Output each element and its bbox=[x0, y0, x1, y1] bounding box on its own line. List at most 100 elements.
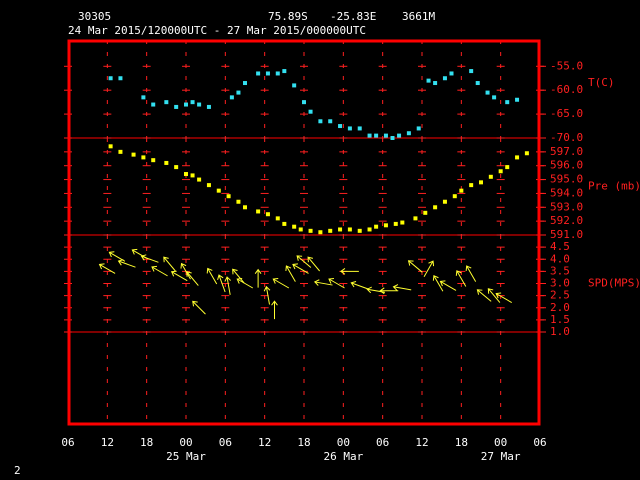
y-tick-label: 597.0 bbox=[550, 145, 583, 158]
wind-arrow bbox=[151, 265, 168, 277]
data-point bbox=[236, 90, 241, 95]
y-tick-label: 593.0 bbox=[550, 200, 583, 213]
y-tick-label: 595.0 bbox=[550, 173, 583, 186]
data-point bbox=[265, 212, 270, 217]
wind-arrow bbox=[117, 259, 136, 268]
data-point bbox=[374, 133, 379, 138]
y-tick-label: 2.0 bbox=[550, 301, 570, 314]
data-point bbox=[442, 76, 447, 81]
y-tick-label: 3.5 bbox=[550, 264, 570, 277]
data-point bbox=[397, 133, 402, 138]
data-point bbox=[426, 78, 431, 83]
data-point bbox=[393, 221, 398, 226]
y-tick-label: 4.0 bbox=[550, 252, 570, 265]
y-tick-label: 3.0 bbox=[550, 277, 570, 290]
data-point bbox=[206, 104, 211, 109]
x-tick-label: 18 bbox=[140, 436, 153, 449]
wind-arrow bbox=[350, 280, 369, 290]
data-point bbox=[282, 221, 287, 226]
data-point bbox=[433, 205, 438, 210]
frame bbox=[67, 39, 541, 426]
data-point bbox=[108, 144, 113, 149]
wind-arrow bbox=[186, 271, 199, 286]
data-point bbox=[226, 194, 231, 199]
data-point bbox=[328, 119, 333, 124]
wind-arrow bbox=[465, 265, 477, 282]
wind-arrow bbox=[285, 265, 296, 282]
wind-arrow bbox=[192, 300, 206, 315]
data-point bbox=[515, 97, 520, 102]
data-point bbox=[308, 228, 313, 233]
data-point bbox=[459, 188, 464, 193]
wind-arrow bbox=[307, 256, 321, 272]
x-tick-label: 00 bbox=[337, 436, 350, 449]
data-point bbox=[469, 69, 474, 74]
data-point bbox=[423, 210, 428, 215]
data-point bbox=[243, 81, 247, 86]
data-point bbox=[190, 100, 195, 105]
elevation: 3661M bbox=[402, 10, 435, 23]
plot-area: -55.0-60.0-65.0-70.0T(C)591.0592.0593.05… bbox=[61, 40, 640, 463]
wind-arrow bbox=[224, 276, 231, 295]
data-point bbox=[141, 95, 146, 100]
wind-arrow bbox=[432, 274, 444, 292]
wind-arrow bbox=[140, 254, 159, 263]
data-point bbox=[433, 81, 438, 86]
data-point bbox=[118, 76, 123, 81]
data-point bbox=[197, 102, 202, 107]
data-point bbox=[131, 152, 136, 157]
data-point bbox=[108, 76, 113, 81]
y-tick-label: 591.0 bbox=[550, 228, 583, 241]
wind-arrow bbox=[476, 289, 492, 302]
data-point bbox=[400, 220, 405, 225]
data-point bbox=[164, 160, 169, 165]
x-tick-label: 18 bbox=[455, 436, 468, 449]
wind-arrow bbox=[328, 277, 345, 289]
wind-arrow bbox=[487, 288, 501, 303]
data-point bbox=[413, 216, 418, 221]
data-point bbox=[390, 136, 395, 140]
wind-arrow bbox=[392, 284, 412, 291]
data-point bbox=[275, 71, 280, 76]
data-point bbox=[184, 102, 188, 107]
data-point bbox=[174, 165, 179, 170]
longitude: -25.83E bbox=[330, 10, 376, 23]
data-point bbox=[151, 158, 156, 163]
wind-arrow bbox=[206, 267, 218, 285]
data-point bbox=[374, 224, 379, 229]
data-point bbox=[347, 126, 352, 131]
data-point bbox=[469, 183, 474, 188]
data-point bbox=[367, 133, 372, 138]
data-point bbox=[479, 180, 483, 185]
period: 24 Mar 2015/120000UTC - 27 Mar 2015/0000… bbox=[68, 24, 366, 37]
wind-arrow bbox=[163, 256, 176, 272]
y-axis-label: Pre (mb) bbox=[588, 180, 640, 193]
wind-arrow bbox=[296, 255, 312, 268]
wind-arrow bbox=[254, 268, 262, 288]
wind-arrow bbox=[236, 277, 254, 289]
x-tick-label: 12 bbox=[258, 436, 271, 449]
y-tick-label: 594.0 bbox=[550, 186, 583, 199]
y-tick-label: -55.0 bbox=[550, 59, 583, 72]
x-tick-label: 12 bbox=[101, 436, 114, 449]
x-date-label: 27 Mar bbox=[481, 450, 521, 463]
wind-arrow bbox=[439, 280, 457, 291]
y-tick-label: 4.5 bbox=[550, 240, 570, 253]
data-point bbox=[302, 100, 306, 105]
data-point bbox=[498, 169, 503, 174]
wind-arrow bbox=[180, 262, 191, 280]
data-point bbox=[524, 151, 529, 156]
data-point bbox=[442, 199, 447, 204]
data-point bbox=[206, 183, 211, 188]
wind-arrow bbox=[98, 263, 116, 274]
data-point bbox=[282, 69, 287, 74]
data-point bbox=[298, 227, 303, 232]
y-axis-label: T(C) bbox=[588, 76, 615, 89]
y-tick-label: -65.0 bbox=[550, 107, 583, 120]
data-point bbox=[328, 228, 333, 233]
station-id: 30305 bbox=[78, 10, 111, 23]
y-tick-label: 596.0 bbox=[550, 159, 583, 172]
data-point bbox=[416, 126, 421, 131]
data-point bbox=[505, 100, 510, 105]
